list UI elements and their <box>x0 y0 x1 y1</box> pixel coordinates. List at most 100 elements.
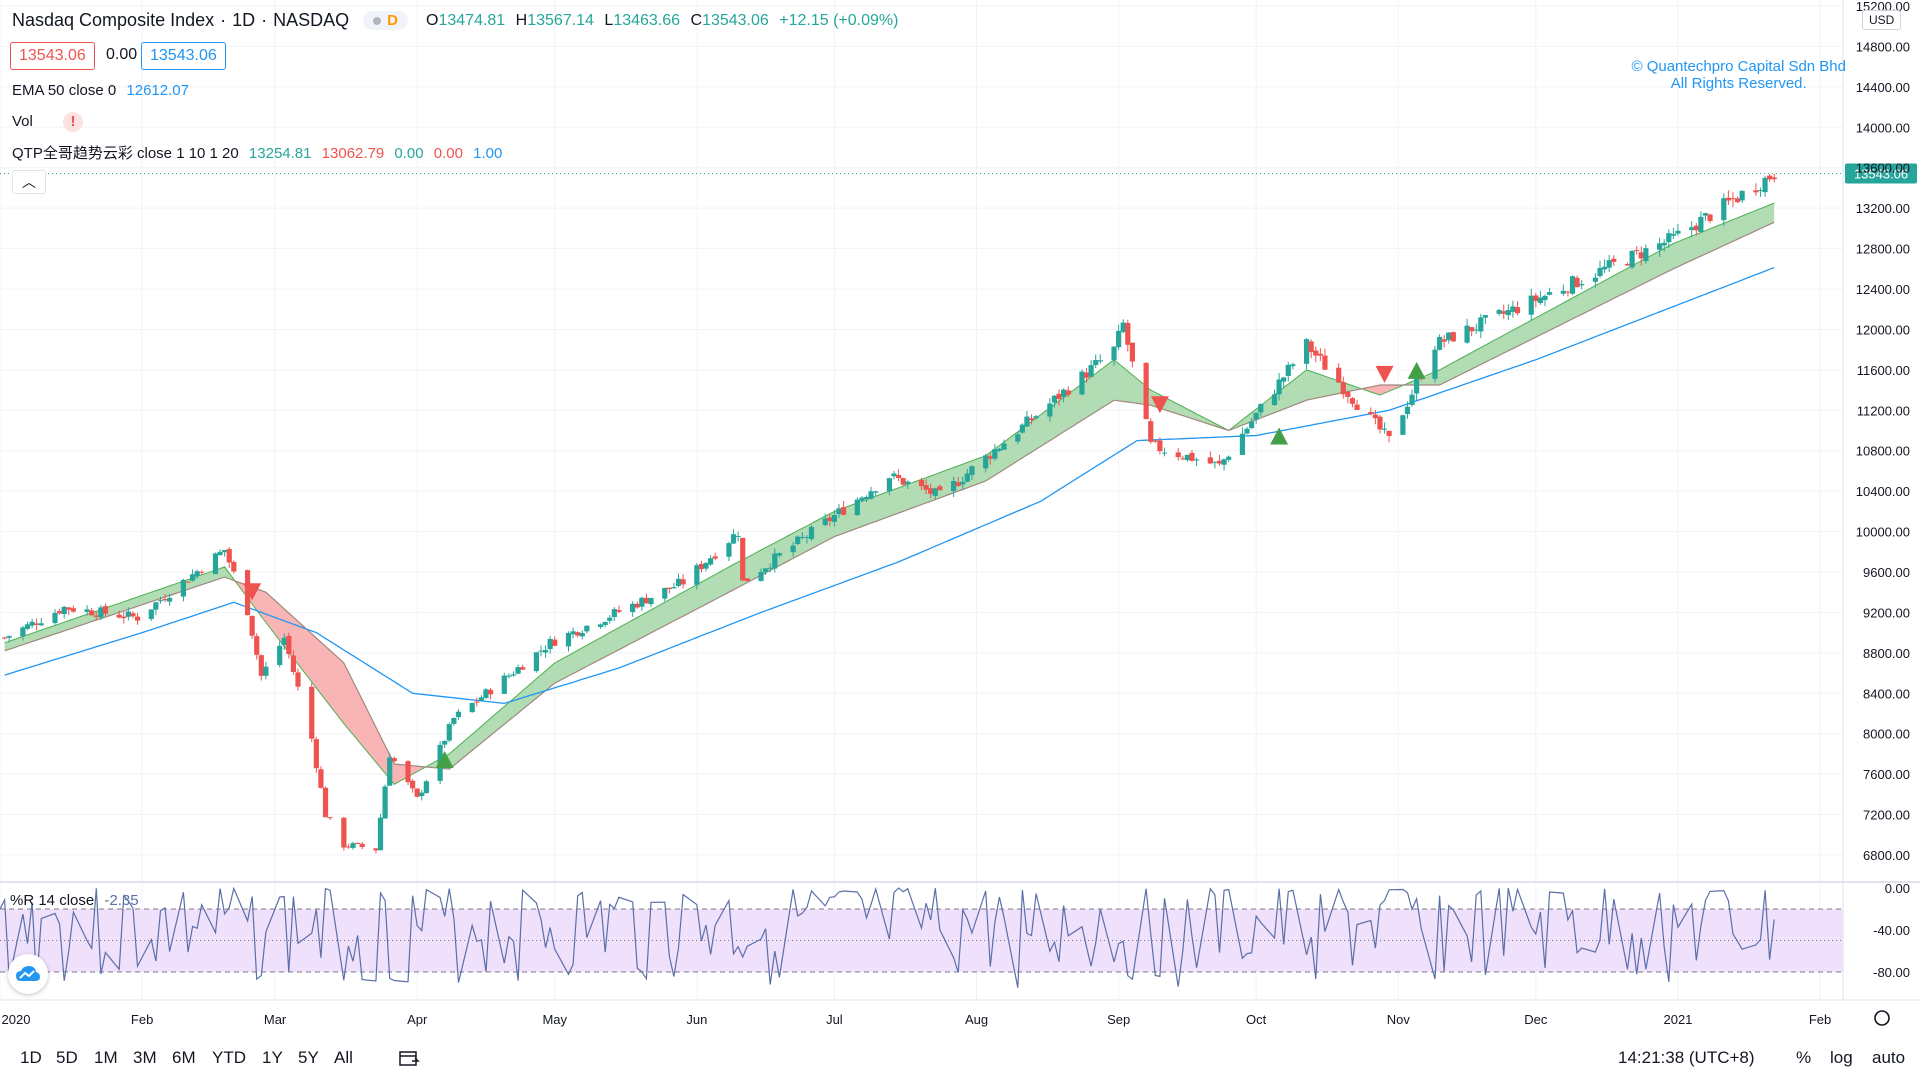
ask-price-box[interactable]: 13543.06 <box>141 42 226 70</box>
trend-cloud-segment <box>4 566 234 651</box>
candle-body <box>1469 327 1475 332</box>
timeframe-1d[interactable]: 1D <box>20 1048 42 1067</box>
candle-body <box>740 537 746 581</box>
candle-body <box>1061 389 1067 398</box>
candle-body <box>89 610 95 616</box>
qtp-value-1: 13254.81 <box>248 145 312 162</box>
candle-body <box>923 485 929 490</box>
symbol-name[interactable]: Nasdaq Composite Index <box>12 10 215 30</box>
ema50-line <box>4 266 1775 705</box>
timeframe-5y[interactable]: 5Y <box>298 1048 319 1067</box>
time-tick-label: Apr <box>407 1012 428 1027</box>
candle-body <box>134 616 141 621</box>
candle-body <box>863 496 870 500</box>
candle-body <box>712 556 718 559</box>
price-tick-label: 11600.00 <box>1857 363 1910 378</box>
candle-body <box>1739 190 1745 201</box>
candle-body <box>873 491 879 493</box>
candle-body <box>167 597 173 602</box>
change-value: +12.15 (+0.09%) <box>779 11 899 29</box>
spread-value: 0.00 <box>98 42 146 68</box>
trend-cloud-segment <box>233 579 422 785</box>
candle-body <box>1157 440 1163 452</box>
warning-icon[interactable]: ! <box>63 112 84 132</box>
candle-body <box>602 621 608 626</box>
watermark: © Quantechpro Capital Sdn Bhd All Rights… <box>1631 58 1846 92</box>
candle-body <box>1019 424 1025 433</box>
high-value: 13567.14 <box>527 11 594 29</box>
timeframe-5d[interactable]: 5D <box>56 1048 78 1067</box>
candle-body <box>1634 250 1640 252</box>
candle-body <box>1464 325 1470 343</box>
last-price-tag[interactable] <box>1845 163 1917 184</box>
price-tick-label: 10400.00 <box>1856 484 1910 499</box>
candle-body <box>130 613 136 617</box>
percent-toggle[interactable]: % <box>1796 1048 1812 1067</box>
candle-body <box>1501 311 1507 314</box>
timeframe-all[interactable]: All <box>334 1048 353 1067</box>
candle-body <box>231 561 237 572</box>
candle-body <box>996 448 1003 451</box>
candle-body <box>900 478 906 485</box>
price-tick-label: 7600.00 <box>1863 767 1910 782</box>
wr-legend[interactable]: %R 14 close -2.35 <box>10 892 139 909</box>
qtp-legend[interactable]: QTP全哥趋势云彩 close 1 10 1 20 13254.81 13062… <box>12 142 508 163</box>
candle-body <box>675 578 682 586</box>
low-value: 13463.66 <box>613 11 681 29</box>
candle-body <box>1574 277 1580 288</box>
wr-band <box>0 909 1843 972</box>
settings-gear-icon[interactable] <box>1874 1010 1890 1026</box>
candle-body <box>964 473 970 482</box>
candle-body <box>1404 406 1411 415</box>
timeframe-1m[interactable]: 1M <box>94 1048 118 1067</box>
candle-body <box>1322 355 1328 370</box>
open-key: O <box>426 11 439 29</box>
log-toggle[interactable]: log <box>1830 1048 1853 1067</box>
ohlc-readout: O13474.81 H13567.14 L13463.66 C13543.06 … <box>426 12 904 30</box>
vol-legend[interactable]: Vol ! <box>12 112 89 132</box>
candle-body <box>254 636 260 655</box>
timeframe-1y[interactable]: 1Y <box>262 1048 283 1067</box>
price-tick-label: 14400.00 <box>1856 80 1910 95</box>
interval-label[interactable]: 1D <box>232 10 256 30</box>
candle-body <box>1592 277 1599 282</box>
wr-value: -2.35 <box>104 892 139 909</box>
candle-body <box>102 606 109 614</box>
candle-body <box>597 624 604 628</box>
candle-body <box>455 711 462 718</box>
candle-body <box>469 703 475 713</box>
candle-body <box>666 587 672 590</box>
candle-body <box>1533 295 1539 302</box>
qtp-value-2: 13062.79 <box>321 145 385 162</box>
bid-price-box[interactable]: 13543.06 <box>10 42 95 70</box>
timeframe-3m[interactable]: 3M <box>133 1048 157 1067</box>
candle-body <box>840 507 847 515</box>
candle-body <box>1097 360 1103 362</box>
delay-badge[interactable]: D <box>363 11 409 30</box>
ema-legend[interactable]: EMA 50 close 0 12612.07 <box>12 82 195 99</box>
collapse-legend-button[interactable]: ︿ <box>12 170 46 194</box>
candle-body <box>1689 227 1695 231</box>
time-tick-label: Jul <box>826 1012 843 1027</box>
time-tick-label: Feb <box>1809 1012 1831 1027</box>
date-range-icon[interactable] <box>398 1048 420 1073</box>
candle-body <box>1734 198 1741 203</box>
timeframe-6m[interactable]: 6M <box>172 1048 196 1067</box>
candle-body <box>286 635 292 655</box>
candle-body <box>1129 342 1135 362</box>
candle-body <box>726 543 732 557</box>
clock-label[interactable]: 14:21:38 (UTC+8) <box>1618 1048 1755 1067</box>
candle-body <box>162 599 168 601</box>
cloud-lower-line <box>4 221 1775 770</box>
candle-body <box>831 515 837 522</box>
timeframe-ytd[interactable]: YTD <box>212 1048 246 1067</box>
candle-body <box>1175 452 1181 458</box>
candle-body <box>932 488 938 496</box>
currency-label[interactable]: USD <box>1862 10 1902 30</box>
auto-toggle[interactable]: auto <box>1872 1048 1906 1067</box>
candle-body <box>643 597 650 604</box>
candle-body <box>38 623 44 626</box>
candle-body <box>483 689 489 698</box>
tradingview-logo[interactable] <box>8 954 48 994</box>
